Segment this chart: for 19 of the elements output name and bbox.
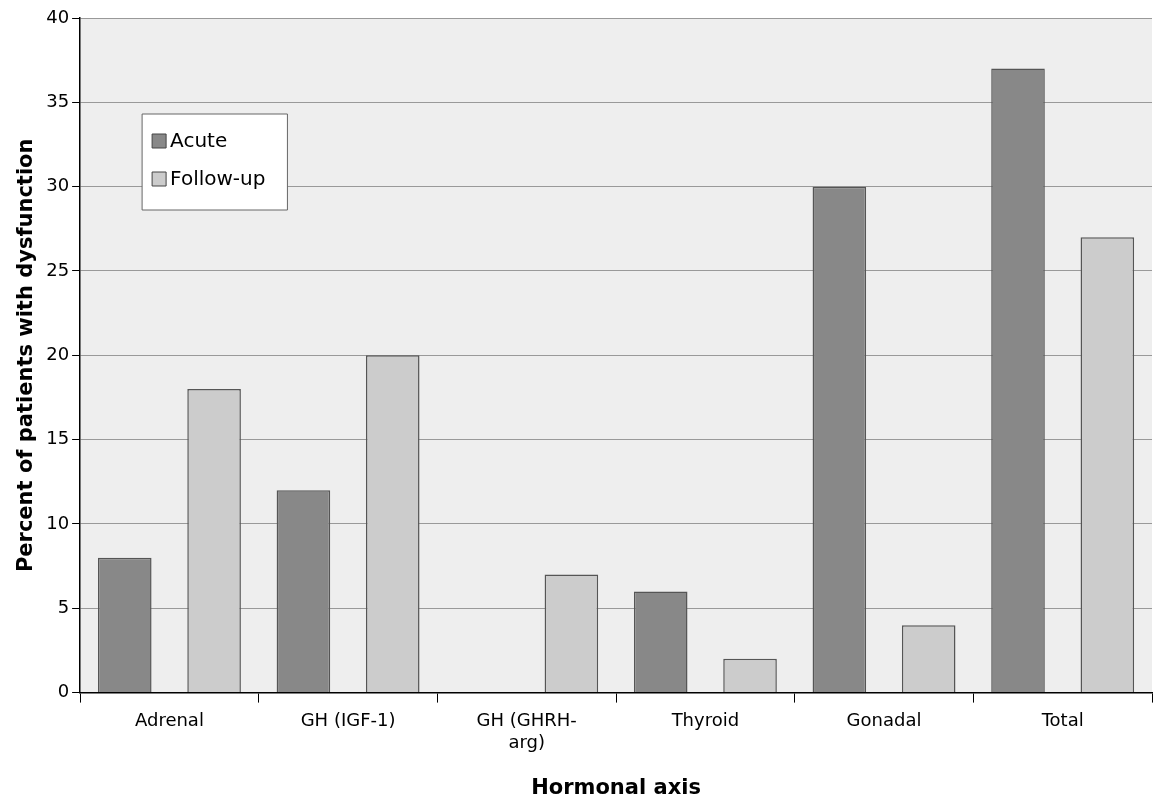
legend-label: Follow-up [170, 166, 266, 191]
x-axis-title: Hormonal axis [531, 774, 701, 799]
y-tick-label: 0 [57, 680, 70, 702]
x-tick-label: Adrenal [134, 709, 204, 731]
x-tick-label: Gonadal [846, 709, 922, 731]
y-tick-label: 40 [46, 5, 70, 27]
y-tick-label: 15 [46, 427, 70, 449]
x-tick-label: Thyroid [670, 709, 740, 731]
y-tick-label: 30 [46, 174, 70, 196]
x-tick-label: GH (IGF-1) [300, 709, 396, 731]
x-tick-label: Total [1040, 709, 1084, 731]
x-tick-label: GH (GHRH-arg) [476, 709, 577, 752]
y-tick-label: 10 [46, 511, 70, 533]
y-tick-label: 25 [46, 258, 70, 280]
y-tick-label: 20 [46, 342, 70, 364]
y-axis-title: Percent of patients with dysfunction [13, 138, 38, 573]
legend-label: Acute [170, 128, 228, 153]
y-tick-label: 35 [46, 90, 70, 111]
y-tick-label: 5 [57, 595, 70, 617]
